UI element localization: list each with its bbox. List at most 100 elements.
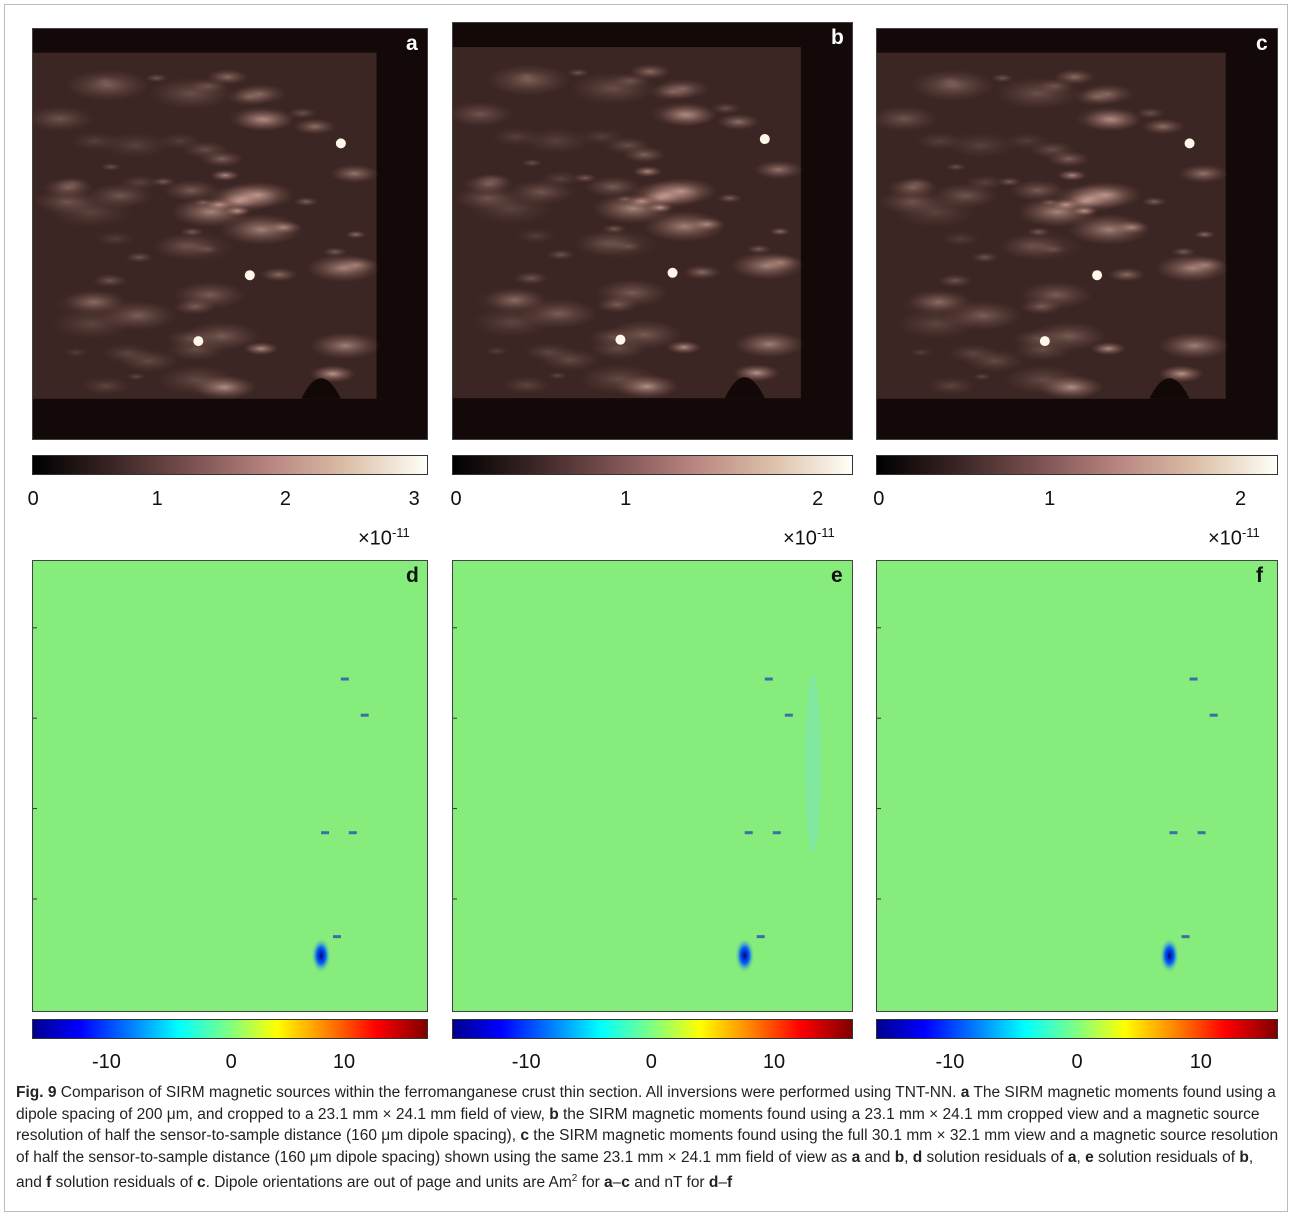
texture [733, 330, 806, 358]
texture [147, 77, 236, 110]
texture [648, 83, 697, 101]
texture [1113, 220, 1150, 234]
texture [63, 347, 89, 358]
texture [125, 251, 154, 263]
texture [513, 71, 539, 81]
caption-text: The SIRM magnetic moments found using a … [16, 1084, 1276, 1123]
background [876, 560, 1278, 1012]
texture [1029, 321, 1109, 351]
texture [309, 365, 356, 383]
colorbar [32, 1019, 428, 1039]
artifact [1169, 831, 1178, 835]
frame [452, 22, 853, 440]
colorbar [452, 1019, 853, 1039]
caption-text: solution residuals of [922, 1148, 1068, 1166]
texture [1016, 196, 1099, 228]
background [452, 560, 853, 1012]
multiplier-power: -11 [1241, 525, 1260, 540]
texture [1018, 281, 1094, 310]
hotspot [667, 267, 678, 278]
texture [172, 281, 247, 310]
texture [1178, 164, 1229, 184]
hotspot [335, 138, 346, 149]
multiplier-base: ×10 [1208, 527, 1242, 550]
texture [42, 178, 95, 198]
texture [1039, 375, 1104, 400]
colorbar-tick-label: 0 [873, 488, 885, 510]
artifact [340, 677, 349, 681]
caption-text: c [520, 1127, 529, 1144]
caption-text: the SIRM magnetic moments found using a … [16, 1105, 1260, 1145]
caption-text: d [708, 1174, 719, 1192]
hotspot [193, 336, 204, 347]
artifact [1197, 831, 1206, 835]
artifact [1181, 935, 1190, 939]
texture [753, 160, 804, 180]
texture [117, 349, 180, 373]
hotspot [244, 270, 255, 281]
caption-text: b [1239, 1148, 1249, 1166]
colorbar-tick-label: 0 [1071, 1051, 1083, 1073]
texture [162, 179, 220, 202]
texture [462, 174, 515, 194]
frame [32, 28, 428, 440]
panel-label: e [831, 564, 843, 587]
figure-frame [4, 4, 1288, 1212]
texture [716, 113, 761, 131]
panel-image [32, 560, 428, 1012]
texture [578, 127, 626, 146]
texture [309, 332, 382, 360]
texture [521, 127, 593, 155]
colorbar-tick-label: 1 [620, 488, 632, 510]
texture [876, 105, 939, 132]
multiplier-power: -11 [816, 525, 835, 540]
colorbar-tick-label: -10 [935, 1051, 965, 1073]
caption-text: b [549, 1105, 559, 1123]
texture [594, 278, 670, 307]
texture [32, 105, 95, 132]
texture [886, 178, 939, 198]
frame [876, 560, 1278, 1012]
colorbar-multiplier: ×10-11 [358, 525, 410, 551]
texture [716, 193, 743, 203]
texture [546, 249, 575, 261]
texture [759, 254, 802, 271]
texture [1074, 106, 1142, 132]
artifact [764, 677, 773, 681]
texture [539, 348, 601, 372]
colorbar-tick-label: -10 [511, 1051, 541, 1073]
texture [1090, 342, 1127, 356]
texture [170, 196, 252, 228]
colorbar [876, 455, 1278, 475]
texture [1057, 169, 1088, 182]
texture [210, 169, 241, 182]
texture [501, 375, 552, 395]
colorbar-tick-label: 10 [332, 1051, 356, 1073]
caption: Fig. 9 Comparison of SIRM magnetic sourc… [16, 1082, 1282, 1194]
texture [964, 174, 1006, 191]
texture [1141, 118, 1185, 135]
caption-text: and [860, 1148, 895, 1166]
colorbar [32, 455, 428, 475]
caption-text: a [1067, 1148, 1077, 1166]
notch [724, 377, 765, 399]
texture [1134, 107, 1166, 119]
multiplier-base: ×10 [358, 527, 392, 550]
colorbar-tick-label: 0 [225, 1051, 237, 1073]
caption-text: c [196, 1174, 206, 1192]
colorbar-tick-label: 0 [27, 488, 39, 510]
caption-text: and nT for [629, 1174, 709, 1192]
texture [990, 73, 1015, 83]
colorbar-multiplier: ×10-11 [783, 525, 835, 551]
panel-label: a [406, 32, 418, 55]
artifact [360, 713, 369, 717]
panel-label: c [1256, 32, 1268, 55]
texture [515, 228, 557, 244]
texture [547, 371, 568, 380]
caption-text: – [718, 1174, 727, 1192]
caption-text: Comparison of SIRM magnetic sources with… [56, 1084, 961, 1101]
texture [471, 306, 554, 338]
panel-image [452, 560, 853, 1012]
texture [100, 162, 122, 171]
texture [577, 228, 660, 260]
